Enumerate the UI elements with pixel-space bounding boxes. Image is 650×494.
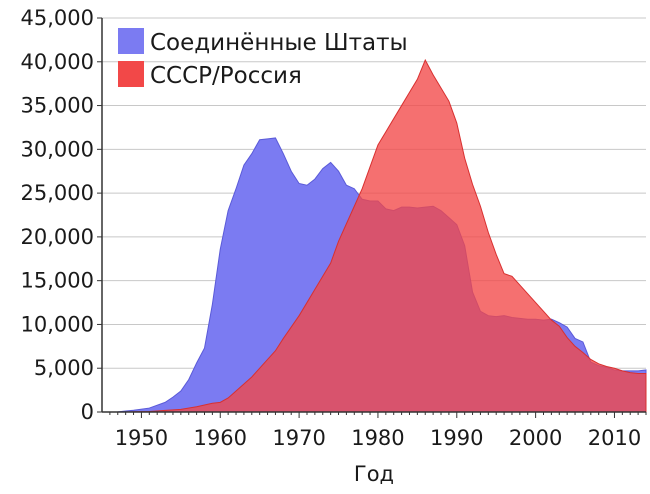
x-tick-label: 1950 [115,426,168,450]
x-tick-label: 1960 [194,426,247,450]
y-tick-label: 35,000 [21,94,94,118]
y-tick-label: 10,000 [21,312,94,336]
legend-label: СССР/Россия [150,63,302,89]
y-tick-label: 5,000 [34,356,94,380]
x-tick-label: 2010 [588,426,641,450]
x-tick-label: 1990 [430,426,483,450]
series-area-ussr-russia [102,58,647,413]
legend: Соединённые Штаты СССР/Россия [118,28,408,89]
y-tick-label: 45,000 [21,6,94,30]
x-axis-title: Год [354,462,394,486]
x-tick-label: 1980 [351,426,404,450]
x-axis-ticks: 1950 1960 1970 1980 1990 2000 2010 [109,412,647,450]
y-tick-label: 30,000 [21,137,94,161]
legend-swatch [118,28,144,54]
y-tick-label: 25,000 [21,181,94,205]
legend-swatch [118,61,144,87]
y-tick-label: 0 [81,400,94,424]
y-axis-ticks: 0 5,000 10,000 15,000 20,000 25,000 30,000 35,0… [21,6,102,424]
y-tick-label: 15,000 [21,269,94,293]
y-tick-label: 20,000 [21,225,94,249]
axes [101,18,646,413]
x-tick-label: 2000 [509,426,562,450]
x-tick-label: 1970 [272,426,325,450]
legend-label: Соединённые Штаты [150,30,408,56]
series-areas [101,58,647,413]
y-tick-label: 40,000 [21,50,94,74]
